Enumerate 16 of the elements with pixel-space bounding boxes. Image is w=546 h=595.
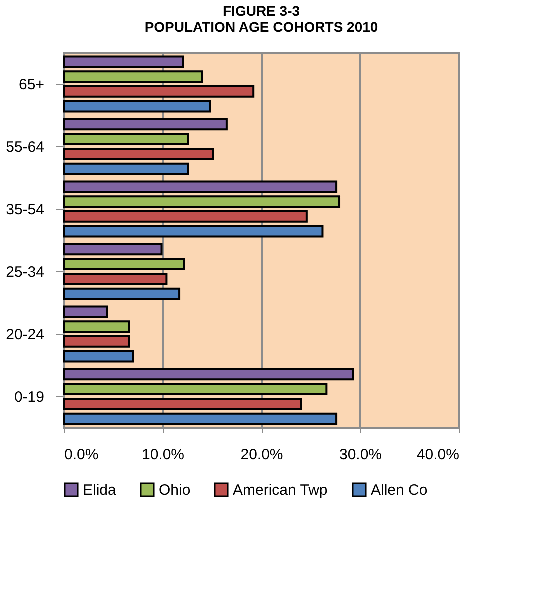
y-tick-label: 25-34 (6, 264, 44, 281)
legend-label: Elida (83, 482, 118, 499)
legend-label: Allen Co (371, 482, 428, 499)
y-tick-label: 55-64 (6, 138, 44, 156)
legend-label: Ohio (159, 482, 191, 499)
y-tick-label: 20-24 (6, 326, 44, 344)
legend-label: American Twp (233, 482, 328, 499)
x-tick-label: 10.0% (142, 446, 185, 464)
y-tick-label: 65+ (19, 76, 45, 94)
x-tick-label: 20.0% (240, 446, 284, 464)
y-tick-label: 0-19 (14, 388, 44, 406)
x-tick-label: 40.0% (416, 446, 460, 464)
y-tick-label: 35-54 (6, 201, 44, 218)
chart-title: FIGURE 3-3 POPULATION AGE COHORTS 2010 (144, 3, 378, 35)
x-tick-label: 30.0% (339, 446, 382, 464)
x-tick-label: 0.0% (64, 446, 99, 464)
